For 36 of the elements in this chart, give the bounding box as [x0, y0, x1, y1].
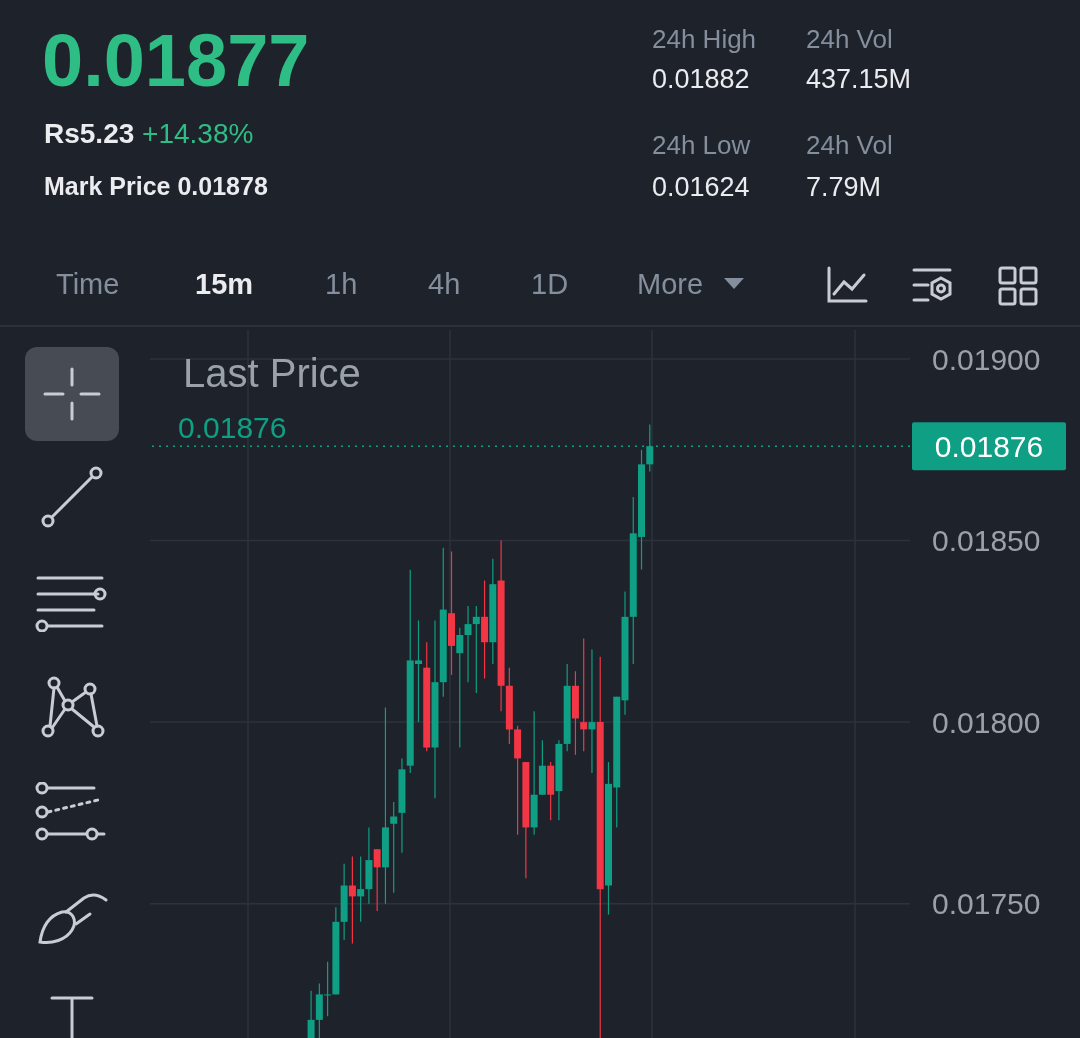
candlestick [456, 627, 464, 749]
annotation: 0.01876 [178, 410, 287, 444]
text: Last Price [183, 351, 361, 395]
candlestick [373, 848, 381, 912]
text: 24h Low [652, 130, 751, 161]
candlestick [588, 648, 596, 774]
text: 15m [195, 268, 254, 301]
text: 437.15M [806, 64, 912, 95]
y-tick-label: 0.01800 [932, 705, 1041, 739]
y-tick-label: 0.01900 [932, 342, 1041, 376]
y-tick-label: 0.01750 [932, 887, 1041, 921]
candlestick [464, 605, 472, 683]
text: More [637, 268, 704, 301]
text: 24h Vol [806, 24, 893, 55]
text: 0.01877 [42, 18, 310, 103]
text: 7.79M [806, 172, 882, 203]
candlestick [472, 605, 480, 694]
text: 0.01878 [177, 172, 268, 200]
candlestick [307, 990, 315, 1038]
text: +14.38% [142, 118, 254, 149]
text: 4h [428, 268, 461, 301]
candlestick [390, 801, 398, 894]
ref-line-label: 0.01876 [934, 429, 1044, 463]
text: 24h High [652, 24, 757, 55]
candlestick [357, 855, 365, 923]
text: Time [56, 268, 120, 301]
text: 1h [325, 268, 358, 301]
text: 1D [531, 268, 569, 301]
text: 0.01624 [652, 172, 750, 203]
candlestick [580, 638, 588, 752]
candlestick [348, 855, 356, 945]
text: 0.01882 [652, 64, 750, 95]
text: 24h Vol [806, 130, 893, 161]
text: Rs5.23 [44, 118, 135, 149]
y-tick-label: 0.01850 [932, 524, 1041, 558]
text: Mark Price [44, 172, 171, 200]
